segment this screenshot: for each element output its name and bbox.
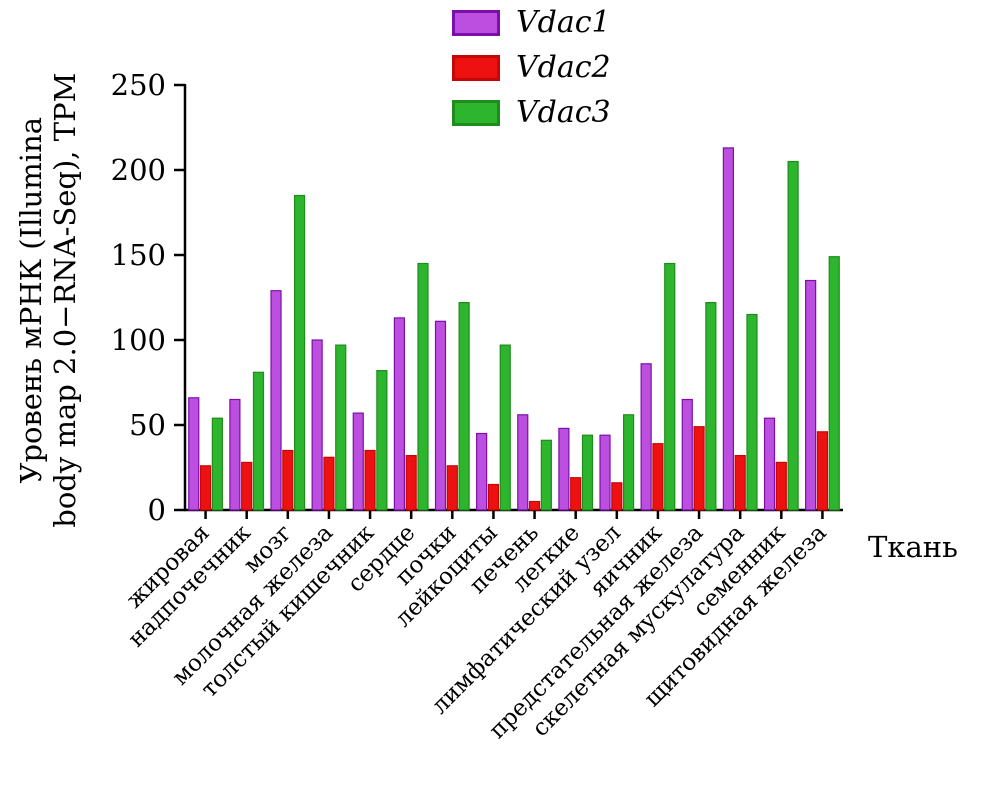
bar-vdac3-2 — [294, 194, 306, 511]
bar-vdac2-13 — [734, 455, 746, 511]
y-tick-label: 250 — [111, 68, 166, 102]
legend-item-vdac2: Vdac2 — [452, 53, 611, 83]
bar-vdac1-0 — [188, 397, 200, 511]
bar-vdac2-14 — [775, 461, 787, 511]
legend-label-vdac3: Vdac3 — [516, 95, 611, 130]
legend-item-vdac3: Vdac3 — [452, 98, 611, 128]
chart-legend: Vdac1 Vdac2 Vdac3 — [452, 8, 611, 128]
bar-vdac1-5 — [393, 317, 405, 511]
bar-vdac2-1 — [241, 461, 253, 511]
bar-vdac3-1 — [252, 371, 265, 511]
bar-vdac1-13 — [722, 147, 734, 511]
bar-vdac2-11 — [652, 443, 664, 511]
bar-vdac3-9 — [581, 434, 594, 511]
bar-vdac2-10 — [611, 482, 623, 511]
bar-vdac1-15 — [805, 279, 817, 511]
legend-swatch-vdac2 — [452, 55, 500, 81]
bar-vdac2-6 — [446, 465, 458, 511]
bar-vdac2-9 — [570, 477, 582, 511]
bar-vdac1-1 — [229, 398, 241, 511]
bar-vdac3-0 — [211, 417, 223, 511]
bar-vdac2-15 — [816, 431, 829, 511]
y-axis-title-line2: body map 2.0−RNA-Seq), TPM — [48, 72, 82, 528]
bar-vdac3-6 — [458, 302, 470, 511]
y-tick-label: 150 — [111, 238, 166, 272]
bar-vdac2-3 — [323, 456, 335, 511]
bar-vdac2-8 — [528, 500, 541, 511]
y-tick-label: 50 — [129, 408, 166, 442]
bar-vdac3-5 — [417, 262, 429, 511]
legend-swatch-vdac3 — [452, 100, 500, 126]
y-tick-label: 100 — [111, 323, 166, 357]
bar-vdac3-12 — [705, 302, 717, 511]
y-axis-title-line1: Уровень мРНК (Illumina — [13, 116, 48, 484]
bar-vdac1-10 — [599, 434, 611, 511]
bar-vdac1-14 — [763, 417, 776, 511]
bar-vdac3-3 — [335, 344, 347, 511]
bar-vdac1-2 — [270, 290, 282, 511]
x-axis-title: Ткань — [868, 530, 958, 564]
legend-item-vdac1: Vdac1 — [452, 8, 611, 38]
bar-vdac3-10 — [623, 414, 635, 511]
bar-vdac1-11 — [640, 363, 652, 511]
bar-vdac2-2 — [282, 449, 294, 511]
bar-vdac1-12 — [681, 398, 693, 511]
y-axis-title: Уровень мРНК (Illumina body map 2.0−RNA-… — [14, 20, 82, 580]
bar-vdac1-3 — [311, 339, 323, 511]
bar-vdac2-7 — [487, 483, 500, 511]
bar-vdac3-15 — [828, 256, 840, 511]
y-tick-label: 200 — [111, 153, 166, 187]
legend-swatch-vdac1 — [452, 10, 500, 36]
bar-vdac1-8 — [517, 414, 529, 511]
legend-label-vdac2: Vdac2 — [516, 50, 611, 85]
bar-vdac2-0 — [199, 465, 212, 511]
bar-vdac1-4 — [352, 412, 364, 511]
bar-vdac3-14 — [787, 160, 799, 511]
bar-vdac1-9 — [558, 427, 570, 511]
bar-vdac2-5 — [405, 455, 417, 511]
bar-vdac3-4 — [376, 370, 388, 511]
bar-vdac2-12 — [693, 426, 705, 511]
y-tick-label: 0 — [148, 493, 166, 527]
bar-vdac3-11 — [664, 262, 676, 511]
legend-label-vdac1: Vdac1 — [516, 5, 611, 40]
bar-vdac1-7 — [476, 432, 488, 511]
bar-vdac3-13 — [746, 313, 758, 511]
bar-vdac1-6 — [434, 320, 447, 511]
bar-vdac3-8 — [540, 439, 552, 511]
bar-vdac2-4 — [364, 449, 376, 511]
bar-vdac3-7 — [499, 344, 511, 511]
